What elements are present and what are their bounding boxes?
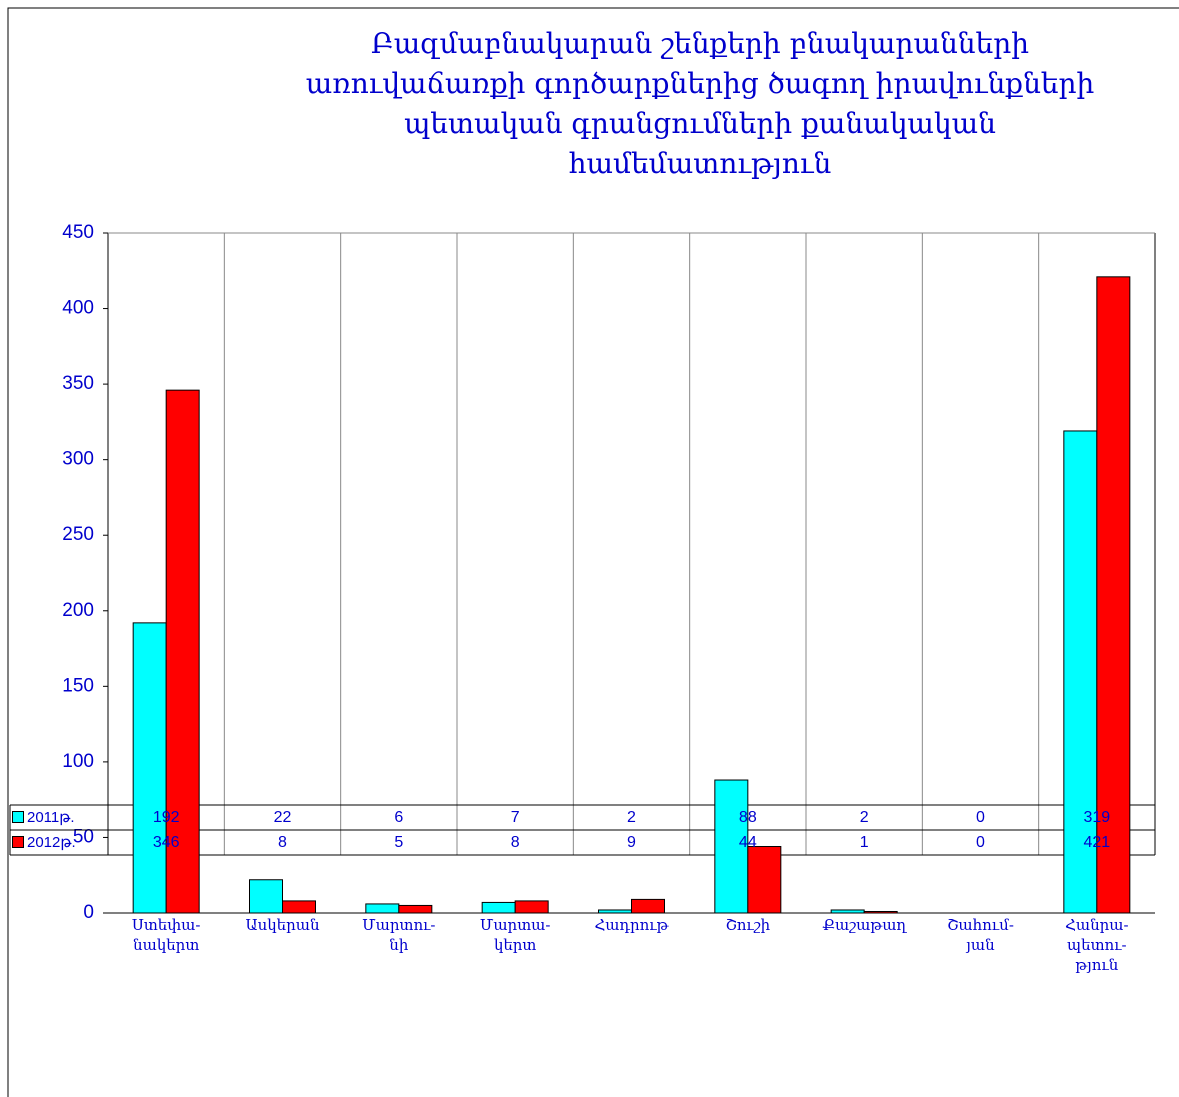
legend-item: 2012թ.	[12, 830, 76, 855]
bar	[830, 909, 865, 914]
y-tick-label: 400	[62, 298, 94, 319]
bar	[132, 622, 167, 914]
table-value: 2	[627, 809, 636, 826]
bar	[398, 904, 433, 914]
bar	[165, 389, 200, 914]
y-tick-label: 350	[62, 373, 94, 394]
table-value: 346	[152, 834, 180, 851]
chart-title: Բազմաբնակարան շենքերի բնակարանների առուվ…	[305, 27, 1095, 180]
table-value: 7	[510, 809, 520, 826]
table-value: 6	[394, 809, 404, 826]
y-tick-label: 150	[62, 675, 94, 696]
legend-key	[12, 811, 24, 823]
x-tick-label: Մարտու- նի	[362, 916, 436, 954]
table-value: 0	[976, 809, 985, 826]
y-tick-label: 250	[62, 524, 94, 545]
table-value: 5	[394, 834, 404, 851]
x-tick-label: Հադրութ	[594, 916, 669, 934]
bar	[598, 909, 632, 914]
x-tick-label: Ստեփա- նակերտ	[131, 916, 201, 954]
table-value: 8	[510, 834, 520, 851]
bar	[1096, 276, 1131, 914]
bar	[365, 903, 400, 914]
y-tick-label: 450	[62, 222, 94, 243]
table-value: 192	[152, 809, 180, 826]
table-value: 8	[278, 834, 287, 851]
table-value: 22	[273, 809, 292, 826]
legend-item: 2011թ.	[12, 805, 75, 830]
legend-key	[12, 836, 24, 848]
frame	[7, 7, 1179, 1097]
y-tick-label: 200	[62, 600, 94, 621]
bar	[714, 779, 749, 914]
x-tick-label: Մարտա- կերտ	[479, 916, 551, 954]
bar	[747, 846, 782, 914]
x-tick-label: Շահում- յան	[947, 916, 1014, 954]
x-tick-label: Հանրա- պետու- թյուն	[1065, 916, 1129, 974]
table-value: 1	[859, 834, 869, 851]
y-tick-label: 300	[62, 449, 94, 470]
legend-label: 2011թ.	[27, 809, 75, 826]
table-value: 319	[1083, 809, 1111, 826]
table-value: 2	[859, 809, 869, 826]
bar	[863, 910, 898, 914]
table-value: 44	[738, 834, 757, 851]
legend-label: 2012թ.	[27, 834, 76, 851]
table-value: 421	[1083, 834, 1111, 851]
y-tick-label: 100	[62, 751, 94, 772]
x-tick-label: Քաշաթաղ	[822, 916, 906, 934]
table-value: 88	[738, 809, 757, 826]
x-tick-label: Ասկերան	[245, 916, 320, 934]
bar	[282, 900, 316, 914]
bar	[631, 898, 665, 914]
table-value: 0	[976, 834, 985, 851]
y-tick-label: 0	[83, 902, 94, 923]
bar	[1063, 430, 1098, 914]
bar	[481, 901, 516, 914]
bar	[514, 900, 549, 914]
table-value: 9	[627, 834, 636, 851]
y-tick-label: 50	[73, 826, 94, 847]
x-tick-label: Շուշի	[725, 916, 771, 934]
bar	[249, 879, 283, 914]
